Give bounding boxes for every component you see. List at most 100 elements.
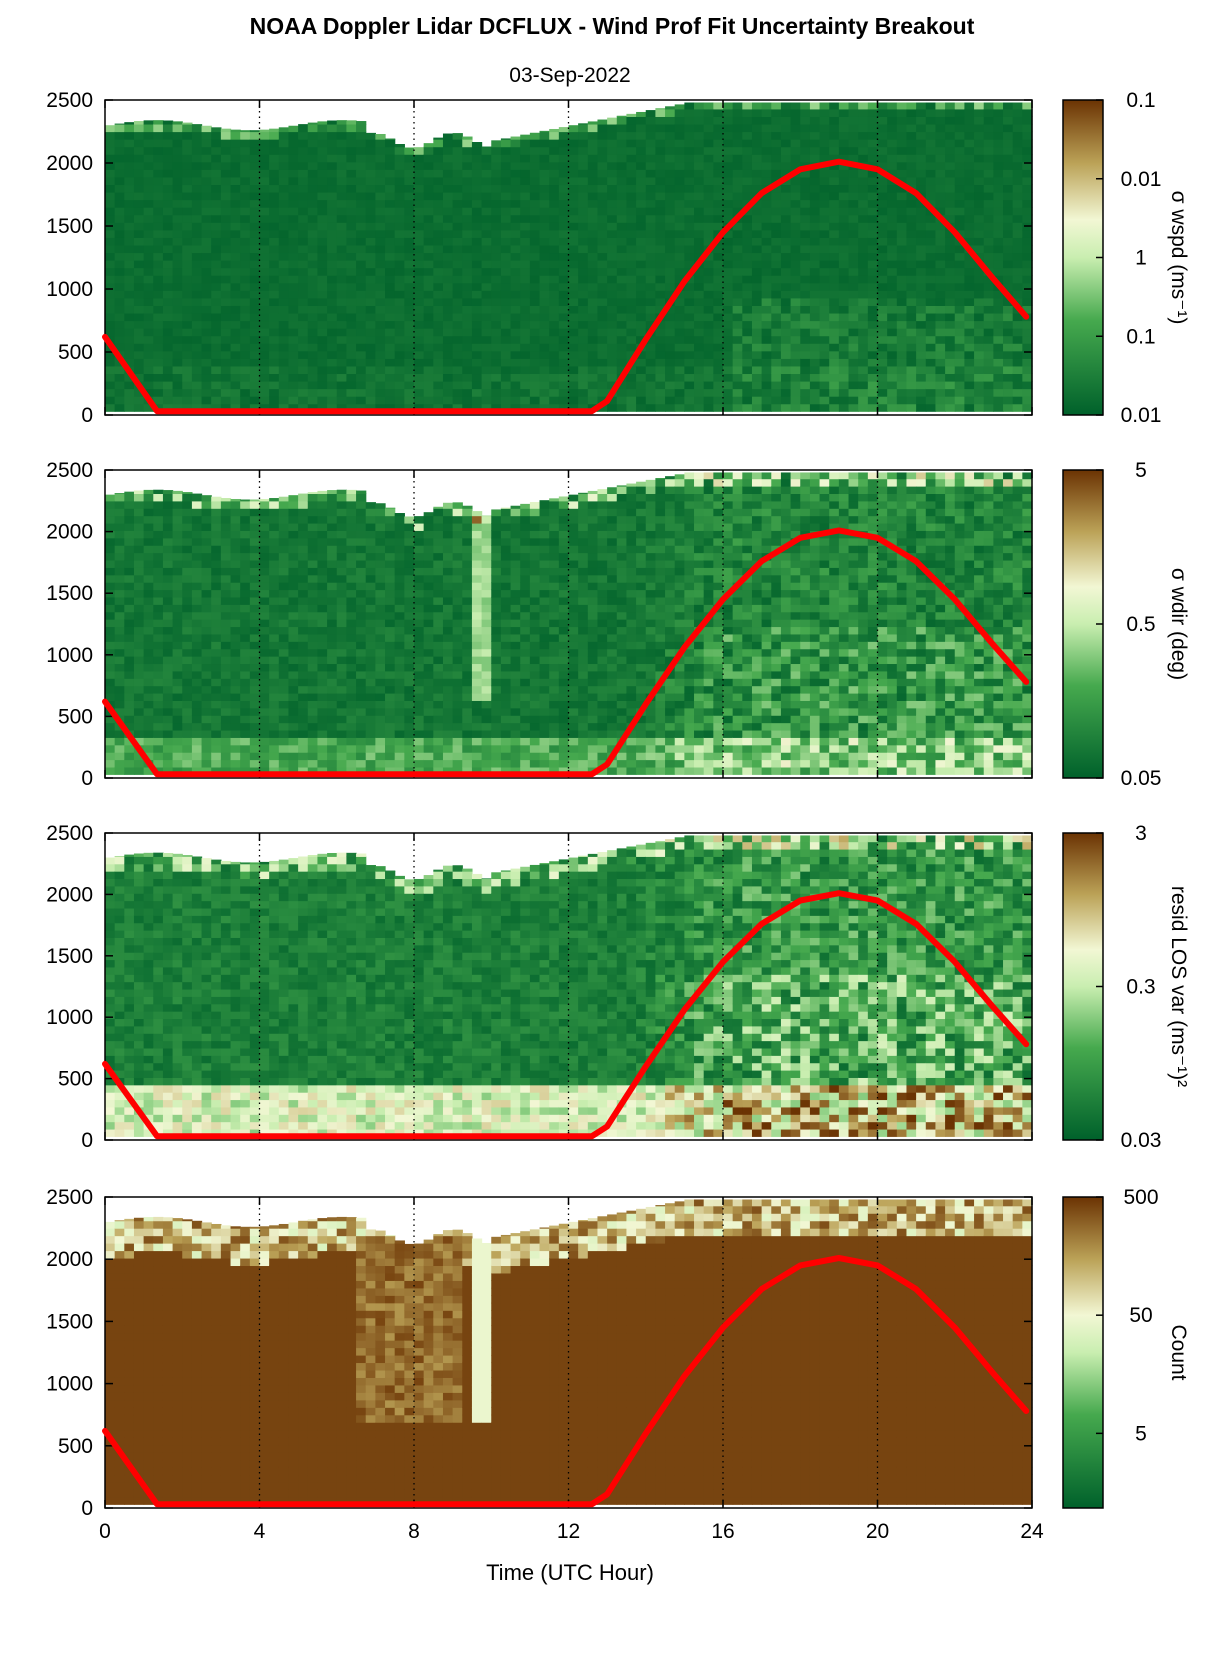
heatmap-cell <box>462 229 473 238</box>
heatmap-cell <box>133 700 145 709</box>
heatmap-cell <box>153 191 164 201</box>
heatmap-cell <box>993 305 1004 314</box>
heatmap-cell <box>288 626 299 635</box>
heatmap-cell <box>298 154 309 163</box>
heatmap-cell <box>172 678 183 687</box>
heatmap-cell <box>105 752 116 761</box>
heatmap-cell <box>433 350 444 359</box>
heatmap-cell <box>172 715 183 724</box>
heatmap-cell <box>133 626 145 635</box>
heatmap-cell <box>211 275 222 284</box>
heatmap-cell <box>162 229 174 238</box>
heatmap-cell <box>394 222 405 231</box>
heatmap-cell <box>259 199 270 208</box>
heatmap-cell <box>162 123 174 133</box>
heatmap-cell <box>269 403 280 412</box>
heatmap-cell <box>983 116 994 125</box>
heatmap-cell <box>433 297 444 306</box>
heatmap-cell <box>945 237 956 246</box>
heatmap-cell <box>751 373 763 382</box>
heatmap-cell <box>713 335 724 344</box>
heatmap-cell <box>790 358 801 367</box>
heatmap-cell <box>935 108 946 117</box>
heatmap-cell <box>259 744 270 753</box>
heatmap-cell <box>385 396 396 405</box>
heatmap-cell <box>674 275 685 284</box>
heatmap-cell <box>307 297 319 306</box>
heatmap-cell <box>549 305 560 314</box>
heatmap-cell <box>964 123 975 133</box>
heatmap-cell <box>423 143 434 148</box>
heatmap-cell <box>790 123 801 133</box>
heatmap-cell <box>848 146 859 155</box>
heatmap-cell <box>114 611 125 620</box>
heatmap-cell <box>394 169 405 178</box>
heatmap-cell <box>385 252 396 261</box>
heatmap-cell <box>133 670 145 679</box>
heatmap-cell <box>230 663 241 672</box>
heatmap-cell <box>201 759 212 768</box>
heatmap-cell <box>684 305 695 314</box>
heatmap-cell <box>288 641 299 650</box>
heatmap-cell <box>587 176 599 186</box>
heatmap-cell <box>133 335 145 344</box>
heatmap-cell <box>665 237 676 246</box>
heatmap-cell <box>307 715 319 724</box>
heatmap-cell <box>491 229 502 238</box>
heatmap-cell <box>307 184 319 193</box>
heatmap-cell <box>124 508 135 517</box>
heatmap-cell <box>307 692 319 701</box>
heatmap-cell <box>365 275 376 284</box>
heatmap-cell <box>674 350 685 359</box>
heatmap-cell <box>896 146 908 155</box>
heatmap-cell <box>1003 207 1014 216</box>
heatmap-cell <box>520 207 531 216</box>
heatmap-cell <box>375 229 386 238</box>
heatmap-cell <box>1003 373 1014 382</box>
heatmap-cell <box>211 305 222 314</box>
heatmap-cell <box>481 214 492 223</box>
heatmap-cell <box>133 515 145 524</box>
heatmap-cell <box>423 396 434 405</box>
heatmap-cell <box>307 729 319 738</box>
heatmap-cell <box>732 116 743 125</box>
heatmap-cell <box>172 184 183 193</box>
heatmap-cell <box>356 715 367 724</box>
heatmap-cell <box>191 199 203 208</box>
heatmap-cell <box>307 252 319 261</box>
heatmap-cell <box>182 305 193 314</box>
heatmap-cell <box>607 267 618 276</box>
heatmap-cell <box>993 161 1004 170</box>
heatmap-cell <box>694 146 705 155</box>
heatmap-cell <box>220 537 232 546</box>
heatmap-cell <box>269 275 280 284</box>
heatmap-cell <box>433 184 444 193</box>
heatmap-cell <box>211 552 222 561</box>
heatmap-cell <box>201 305 212 314</box>
heatmap-cell <box>288 214 299 223</box>
heatmap-cell <box>1022 161 1033 170</box>
heatmap-cell <box>945 297 956 306</box>
heatmap-cell <box>896 365 908 375</box>
heatmap-cell <box>269 685 280 694</box>
heatmap-cell <box>771 191 782 201</box>
heatmap-cell <box>327 530 338 539</box>
heatmap-cell <box>587 373 599 382</box>
heatmap-cell <box>674 131 685 140</box>
heatmap-cell <box>829 199 840 208</box>
heatmap-cell <box>858 358 869 367</box>
heatmap-cell <box>790 343 801 352</box>
heatmap-cell <box>278 515 290 524</box>
heatmap-cell <box>925 403 937 412</box>
heatmap-cell <box>365 678 376 687</box>
heatmap-cell <box>259 365 270 375</box>
heatmap-cell <box>636 169 647 178</box>
heatmap-cell <box>162 365 174 375</box>
heatmap-cell <box>182 759 193 768</box>
heatmap-cell <box>230 214 241 223</box>
heatmap-cell <box>510 403 521 412</box>
heatmap-cell <box>1003 328 1014 337</box>
heatmap-cell <box>771 312 782 322</box>
heatmap-cell <box>607 252 618 261</box>
